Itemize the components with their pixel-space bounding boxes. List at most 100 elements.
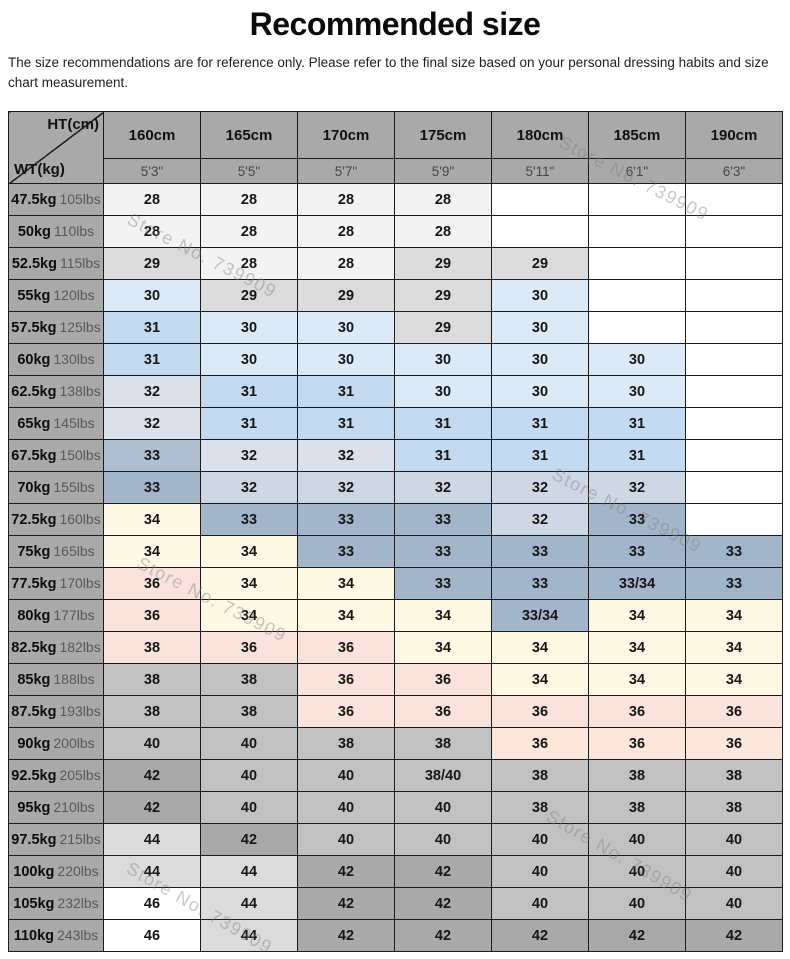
size-cell: 42: [394, 855, 492, 888]
size-cell: [491, 215, 589, 248]
size-cell: 30: [103, 279, 201, 312]
size-cell: 42: [297, 855, 395, 888]
table-row: 55kg 120lbs 30 29 29 29 30: [8, 279, 783, 312]
size-cell: 32: [297, 471, 395, 504]
size-cell: 32: [588, 471, 686, 504]
weight-label: 87.5kg 193lbs: [8, 695, 104, 728]
size-cell: [685, 343, 783, 376]
size-cell: [588, 311, 686, 344]
size-cell: 29: [491, 247, 589, 280]
height-axis-label: HT(cm): [47, 116, 99, 133]
size-cell: [491, 183, 589, 216]
height-header-cm: 170cm: [297, 111, 395, 159]
size-cell: 33: [588, 535, 686, 568]
weight-lbs: 115lbs: [59, 255, 101, 271]
weight-lbs: 182lbs: [59, 639, 101, 655]
weight-label: 100kg 220lbs: [8, 855, 104, 888]
size-cell: [685, 439, 783, 472]
size-cell: 38: [394, 727, 492, 760]
weight-kg: 70kg: [17, 480, 51, 496]
height-header-ft: 6'3": [685, 158, 783, 184]
weight-label: 95kg 210lbs: [8, 791, 104, 824]
table-row: 92.5kg 205lbs 42 40 40 38/40 38 38 38: [8, 759, 783, 792]
table-row: 65kg 145lbs 32 31 31 31 31 31: [8, 407, 783, 440]
size-cell: 40: [685, 887, 783, 920]
size-cell: 30: [200, 311, 298, 344]
size-cell: 44: [103, 855, 201, 888]
weight-lbs: 177lbs: [53, 607, 95, 623]
table-row: 85kg 188lbs 38 38 36 36 34 34 34: [8, 663, 783, 696]
size-cell: 33: [394, 567, 492, 600]
height-header-cm: 180cm: [491, 111, 589, 159]
weight-label: 62.5kg 138lbs: [8, 375, 104, 408]
size-cell: 36: [588, 695, 686, 728]
weight-lbs: 105lbs: [59, 191, 101, 207]
size-cell: 31: [103, 343, 201, 376]
weight-kg: 90kg: [17, 736, 51, 752]
size-cell: 32: [200, 439, 298, 472]
size-cell: 31: [103, 311, 201, 344]
table-row: 75kg 165lbs 34 34 33 33 33 33 33: [8, 535, 783, 568]
weight-label: 70kg 155lbs: [8, 471, 104, 504]
header-row-cm: HT(cm) WT(kg) 160cm 165cm 170cm 175cm 180cm 1…: [8, 111, 783, 184]
size-cell: 44: [200, 919, 298, 952]
size-cell: 46: [103, 919, 201, 952]
size-cell: 34: [685, 663, 783, 696]
size-cell: 40: [200, 759, 298, 792]
size-cell: 40: [685, 855, 783, 888]
size-cell: 40: [588, 887, 686, 920]
size-cell: 31: [491, 439, 589, 472]
size-cell: 34: [685, 631, 783, 664]
size-cell: 33: [297, 503, 395, 536]
weight-kg: 67.5kg: [11, 448, 57, 464]
size-cell: 36: [588, 727, 686, 760]
weight-kg: 82.5kg: [11, 640, 57, 656]
height-header-ft: 6'1": [588, 158, 686, 184]
size-cell: 28: [200, 247, 298, 280]
weight-lbs: 160lbs: [59, 511, 101, 527]
size-cell: 29: [200, 279, 298, 312]
weight-lbs: 205lbs: [59, 767, 101, 783]
weight-label: 82.5kg 182lbs: [8, 631, 104, 664]
size-cell: 28: [297, 247, 395, 280]
weight-lbs: 150lbs: [59, 447, 101, 463]
size-cell: 36: [103, 567, 201, 600]
size-cell: 44: [200, 855, 298, 888]
height-header-ft: 5'5": [200, 158, 298, 184]
size-cell: 40: [297, 823, 395, 856]
size-cell: 31: [200, 407, 298, 440]
size-cell: 34: [394, 631, 492, 664]
size-cell: 34: [491, 663, 589, 696]
size-cell: 38: [588, 791, 686, 824]
size-cell: [685, 375, 783, 408]
weight-label: 92.5kg 205lbs: [8, 759, 104, 792]
weight-label: 80kg 177lbs: [8, 599, 104, 632]
size-cell: 31: [200, 375, 298, 408]
size-cell: 32: [491, 471, 589, 504]
height-header-cm: 185cm: [588, 111, 686, 159]
table-row: 70kg 155lbs 33 32 32 32 32 32: [8, 471, 783, 504]
size-cell: 34: [394, 599, 492, 632]
size-cell: 38: [685, 791, 783, 824]
size-cell: 40: [297, 791, 395, 824]
weight-kg: 57.5kg: [11, 320, 57, 336]
weight-label: 77.5kg 170lbs: [8, 567, 104, 600]
weight-lbs: 232lbs: [57, 895, 99, 911]
size-cell: 34: [103, 535, 201, 568]
size-cell: 44: [200, 887, 298, 920]
size-cell: 34: [588, 631, 686, 664]
size-cell: 46: [103, 887, 201, 920]
size-cell: 36: [394, 695, 492, 728]
weight-label: 47.5kg 105lbs: [8, 183, 104, 216]
size-cell: 33: [297, 535, 395, 568]
size-cell: 29: [103, 247, 201, 280]
size-cell: 42: [200, 823, 298, 856]
table-row: 57.5kg 125lbs 31 30 30 29 30: [8, 311, 783, 344]
size-cell: 28: [200, 183, 298, 216]
size-cell: 29: [394, 279, 492, 312]
size-cell: 34: [297, 599, 395, 632]
disclaimer-text: The size recommendations are for referen…: [8, 55, 769, 90]
table-row: 52.5kg 115lbs 29 28 28 29 29: [8, 247, 783, 280]
size-cell: 34: [588, 599, 686, 632]
size-cell: 34: [200, 567, 298, 600]
